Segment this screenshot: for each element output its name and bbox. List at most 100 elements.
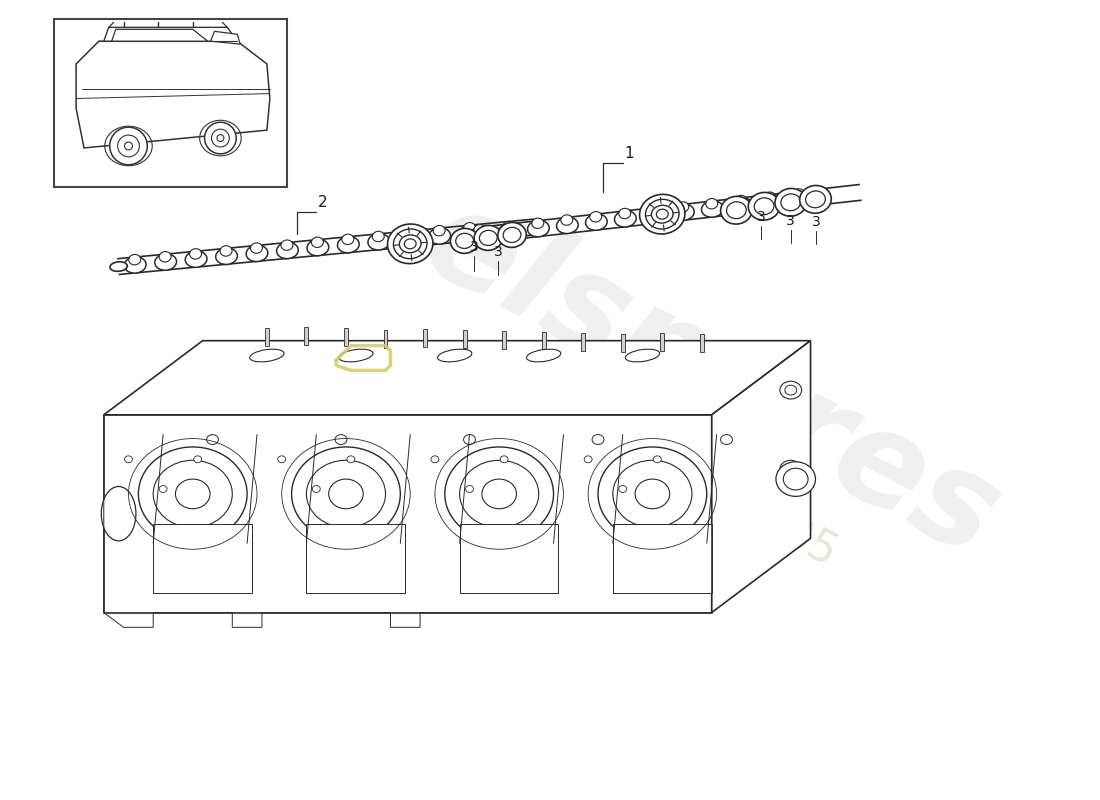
Ellipse shape <box>211 129 229 147</box>
Ellipse shape <box>176 479 210 509</box>
Ellipse shape <box>155 254 176 270</box>
Ellipse shape <box>431 456 439 462</box>
Polygon shape <box>613 523 712 593</box>
Ellipse shape <box>438 349 472 362</box>
Ellipse shape <box>342 234 354 245</box>
Ellipse shape <box>726 202 746 218</box>
Text: elspares: elspares <box>404 176 1020 584</box>
Ellipse shape <box>480 230 497 246</box>
Ellipse shape <box>465 486 473 493</box>
Ellipse shape <box>189 249 201 259</box>
Ellipse shape <box>657 210 668 219</box>
Ellipse shape <box>160 486 167 493</box>
Ellipse shape <box>129 254 141 265</box>
Ellipse shape <box>307 460 385 527</box>
Ellipse shape <box>730 198 752 214</box>
Ellipse shape <box>346 456 355 462</box>
Polygon shape <box>103 415 712 613</box>
Text: 3: 3 <box>812 215 821 229</box>
Ellipse shape <box>474 226 503 250</box>
Ellipse shape <box>598 447 706 541</box>
Polygon shape <box>712 341 811 613</box>
Ellipse shape <box>398 230 420 247</box>
Ellipse shape <box>783 468 808 490</box>
Ellipse shape <box>676 202 689 212</box>
Ellipse shape <box>460 225 481 242</box>
Ellipse shape <box>561 215 573 226</box>
Ellipse shape <box>789 191 811 207</box>
Ellipse shape <box>124 257 146 273</box>
Ellipse shape <box>503 222 515 232</box>
Ellipse shape <box>735 195 747 206</box>
Ellipse shape <box>307 239 329 256</box>
Ellipse shape <box>763 192 776 202</box>
Ellipse shape <box>394 229 427 258</box>
Ellipse shape <box>336 434 346 445</box>
Polygon shape <box>112 30 208 41</box>
Ellipse shape <box>312 486 320 493</box>
Ellipse shape <box>592 434 604 445</box>
Polygon shape <box>541 332 546 350</box>
Ellipse shape <box>220 246 232 256</box>
Text: 3: 3 <box>494 245 503 258</box>
Ellipse shape <box>292 447 400 541</box>
Ellipse shape <box>648 205 660 215</box>
Ellipse shape <box>463 434 475 445</box>
Ellipse shape <box>339 349 373 362</box>
Text: 2: 2 <box>318 195 328 210</box>
Ellipse shape <box>619 208 630 218</box>
Ellipse shape <box>585 214 607 230</box>
Ellipse shape <box>584 456 592 462</box>
Polygon shape <box>265 328 268 346</box>
Polygon shape <box>620 334 625 351</box>
Ellipse shape <box>278 456 286 462</box>
Ellipse shape <box>311 237 323 247</box>
Ellipse shape <box>781 194 801 210</box>
Ellipse shape <box>444 447 553 541</box>
Ellipse shape <box>276 242 298 258</box>
Polygon shape <box>103 27 238 41</box>
Ellipse shape <box>780 460 802 478</box>
Ellipse shape <box>250 349 284 362</box>
Ellipse shape <box>780 382 802 399</box>
Text: 3: 3 <box>786 214 795 228</box>
Ellipse shape <box>625 349 660 362</box>
Ellipse shape <box>755 198 774 214</box>
Ellipse shape <box>619 486 627 493</box>
Polygon shape <box>305 327 308 345</box>
Ellipse shape <box>101 486 136 541</box>
Polygon shape <box>460 523 559 593</box>
Ellipse shape <box>216 248 238 265</box>
Ellipse shape <box>367 234 389 250</box>
Ellipse shape <box>455 234 473 249</box>
Polygon shape <box>76 41 270 148</box>
Ellipse shape <box>405 239 416 249</box>
Ellipse shape <box>110 262 128 271</box>
Ellipse shape <box>748 192 780 220</box>
Ellipse shape <box>651 206 673 223</box>
Ellipse shape <box>793 189 805 199</box>
Ellipse shape <box>433 226 446 236</box>
Ellipse shape <box>205 122 236 154</box>
Ellipse shape <box>160 251 172 262</box>
Ellipse shape <box>194 456 201 462</box>
Ellipse shape <box>527 349 561 362</box>
Polygon shape <box>463 330 466 348</box>
Ellipse shape <box>217 134 224 142</box>
Ellipse shape <box>207 434 219 445</box>
Ellipse shape <box>500 456 508 462</box>
Ellipse shape <box>672 204 694 221</box>
Ellipse shape <box>474 225 486 235</box>
Ellipse shape <box>372 231 384 242</box>
Ellipse shape <box>153 460 232 527</box>
Polygon shape <box>344 328 348 346</box>
Ellipse shape <box>338 237 360 253</box>
Ellipse shape <box>498 224 520 240</box>
Ellipse shape <box>387 224 433 264</box>
Ellipse shape <box>776 462 815 496</box>
Ellipse shape <box>124 142 132 150</box>
Polygon shape <box>384 330 387 348</box>
Ellipse shape <box>185 251 207 267</box>
Ellipse shape <box>759 194 781 210</box>
Ellipse shape <box>460 460 539 527</box>
